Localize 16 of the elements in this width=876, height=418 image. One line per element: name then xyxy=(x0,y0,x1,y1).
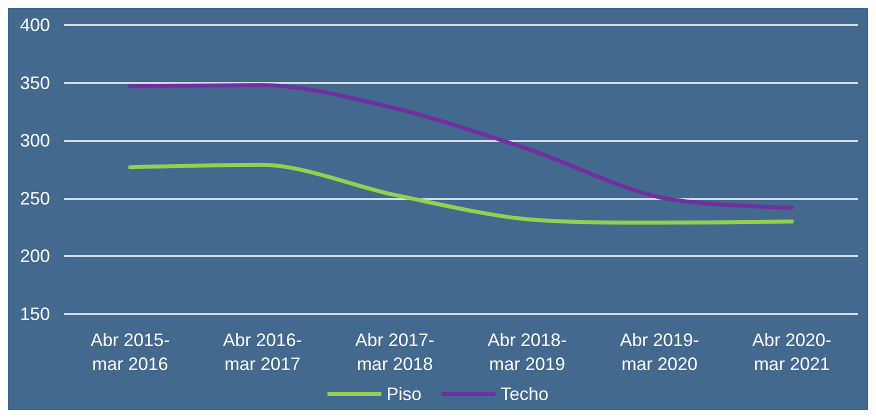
x-tick-label: Abr 2018- mar 2019 xyxy=(488,330,567,374)
y-tick-label: 150 xyxy=(20,304,50,324)
line-series xyxy=(128,162,794,225)
legend-label: Techo xyxy=(500,384,549,404)
x-tick-label: Abr 2020- mar 2021 xyxy=(752,330,832,374)
y-tick-label: 400 xyxy=(20,15,50,35)
legend-label: Piso xyxy=(386,384,422,404)
y-tick-label: 350 xyxy=(20,72,50,93)
y-tick-label: 250 xyxy=(20,188,50,208)
x-tick-label: Abr 2017- mar 2018 xyxy=(355,330,434,374)
y-tick-label: 300 xyxy=(20,130,50,151)
x-tick-label: Abr 2015- mar 2016 xyxy=(90,330,170,374)
y-tick-label: 200 xyxy=(20,246,50,266)
line-series xyxy=(128,83,794,210)
x-tick-label: Abr 2019- mar 2020 xyxy=(620,330,700,374)
x-tick-label: Abr 2016- mar 2017 xyxy=(222,330,302,374)
